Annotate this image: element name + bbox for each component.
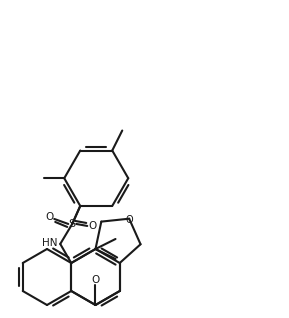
Text: S: S — [69, 219, 76, 229]
Text: O: O — [45, 212, 53, 222]
Text: O: O — [125, 215, 133, 225]
Text: O: O — [88, 221, 96, 231]
Text: O: O — [91, 275, 100, 285]
Text: HN: HN — [42, 238, 57, 248]
